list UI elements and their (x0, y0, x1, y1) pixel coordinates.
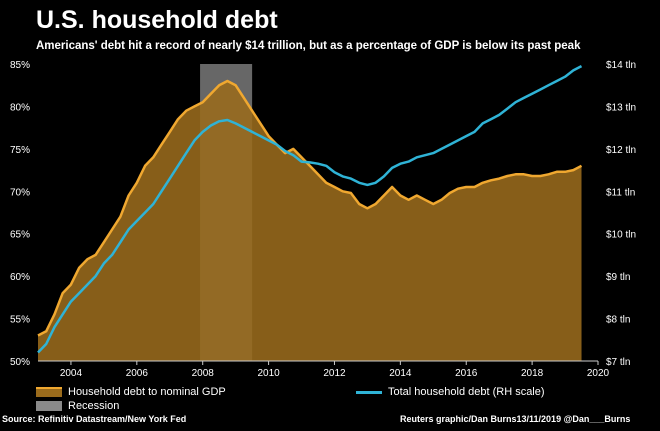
y-right-tick-label: $10 tln (606, 230, 636, 241)
x-tick-label: 2016 (455, 368, 478, 379)
legend-debt-gdp-label: Household debt to nominal GDP (68, 386, 226, 398)
x-tick-label: 2010 (257, 368, 280, 379)
x-tick-label: 2020 (587, 368, 610, 379)
chart-title: U.S. household debt (36, 6, 278, 34)
credit-note: Reuters graphic/Dan Burns13/11/2019 @Dan… (400, 414, 631, 424)
legend-debt-gdp-swatch (36, 387, 62, 397)
source-note: Source: Refinitiv Datastream/New York Fe… (2, 414, 187, 424)
y-right-tick-label: $9 tln (606, 272, 630, 283)
y-right-tick-label: $14 tln (606, 60, 636, 71)
y-right-tick-label: $11 tln (606, 187, 635, 198)
y-left-tick-label: 85% (10, 60, 30, 71)
y-right-tick-label: $8 tln (606, 315, 630, 326)
legend-recession-swatch (36, 401, 62, 411)
x-tick-label: 2012 (323, 368, 346, 379)
area-layer (37, 79, 583, 361)
x-tick-label: 2014 (389, 368, 412, 379)
legend-recession: Recession (36, 400, 119, 412)
y-left-tick-label: 55% (10, 315, 30, 326)
y-left-tick-label: 50% (10, 357, 30, 368)
y-left-tick-label: 65% (10, 230, 30, 241)
legend-total-debt: Total household debt (RH scale) (356, 386, 545, 398)
y-left-tick-label: 80% (10, 102, 30, 113)
x-tick-label: 2006 (126, 368, 149, 379)
series-total-debt-line (37, 64, 583, 354)
chart-subtitle: Americans' debt hit a record of nearly $… (36, 40, 581, 52)
x-tick-label: 2004 (60, 368, 83, 379)
x-tick-label: 2008 (192, 368, 215, 379)
series-debt-gdp-line (37, 79, 583, 337)
y-left-tick-label: 75% (10, 145, 30, 156)
legend-total-debt-swatch (356, 390, 382, 394)
y-left-tick-label: 60% (10, 272, 30, 283)
y-left-tick-label: 70% (10, 187, 30, 198)
series-debt-gdp-area (38, 81, 582, 361)
axes-layer: 50% 55% 60% 65% 70% 75% 80% 85% $7 tln $8 tln $9 t… (10, 60, 636, 379)
legend-debt-gdp: Household debt to nominal GDP (36, 386, 226, 398)
y-right-tick-label: $7 tln (606, 357, 630, 368)
y-right-tick-label: $13 tln (606, 102, 636, 113)
legend-recession-label: Recession (68, 400, 120, 412)
line-layer (37, 64, 583, 354)
legend-total-debt-label: Total household debt (RH scale) (388, 386, 545, 398)
y-right-tick-label: $12 tln (606, 145, 636, 156)
x-tick-label: 2018 (521, 368, 544, 379)
